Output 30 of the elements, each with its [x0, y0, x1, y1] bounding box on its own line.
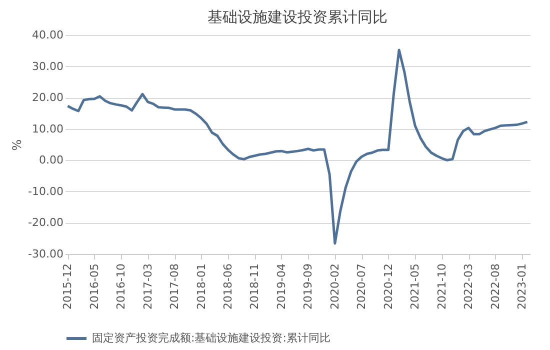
x-tick-label: 2018-06 [222, 264, 235, 310]
x-tick-label: 2018-01 [194, 264, 208, 310]
x-tick-label: 2022-03 [462, 264, 476, 310]
y-tick-label: -30.00 [28, 248, 64, 260]
y-axis-title: % [10, 139, 24, 151]
x-tick-label: 2020-07 [355, 264, 368, 310]
x-tick-label: 2019-09 [302, 264, 315, 310]
x-tick-label: 2019-04 [274, 264, 288, 310]
y-tick-label: 10.00 [32, 122, 64, 136]
x-tick-label: 2021-05 [408, 264, 422, 310]
y-tick-label: -10.00 [28, 184, 64, 198]
y-tick-label: -20.00 [28, 216, 64, 230]
y-tick-label: 20.00 [32, 91, 64, 104]
x-tick-label: 2018-11 [248, 264, 262, 310]
x-tick-label: 2016-10 [114, 264, 128, 310]
legend-label: 固定资产投资完成额:基础设施建设投资:累计同比 [92, 332, 330, 344]
x-tick-label: 2017-08 [168, 264, 182, 310]
line-series [66, 48, 529, 245]
x-tick-label: 2020-02 [328, 264, 342, 310]
x-tick-label: 2020-12 [382, 264, 395, 310]
x-tick-label: 2021-10 [435, 264, 448, 310]
x-tick-label: 2015-12 [61, 264, 74, 310]
y-tick-label: 0.00 [39, 154, 64, 167]
chart-title: 基础设施建设投资累计同比 [208, 8, 388, 26]
x-tick-label: 2017-03 [141, 264, 154, 310]
x-tick-label: 2022-08 [488, 264, 502, 310]
x-tick-label: 2023-01 [515, 264, 528, 310]
x-tick-label: 2016-05 [88, 264, 101, 310]
y-tick-label: 40.00 [32, 28, 64, 42]
y-tick-label: 30.00 [32, 60, 64, 73]
